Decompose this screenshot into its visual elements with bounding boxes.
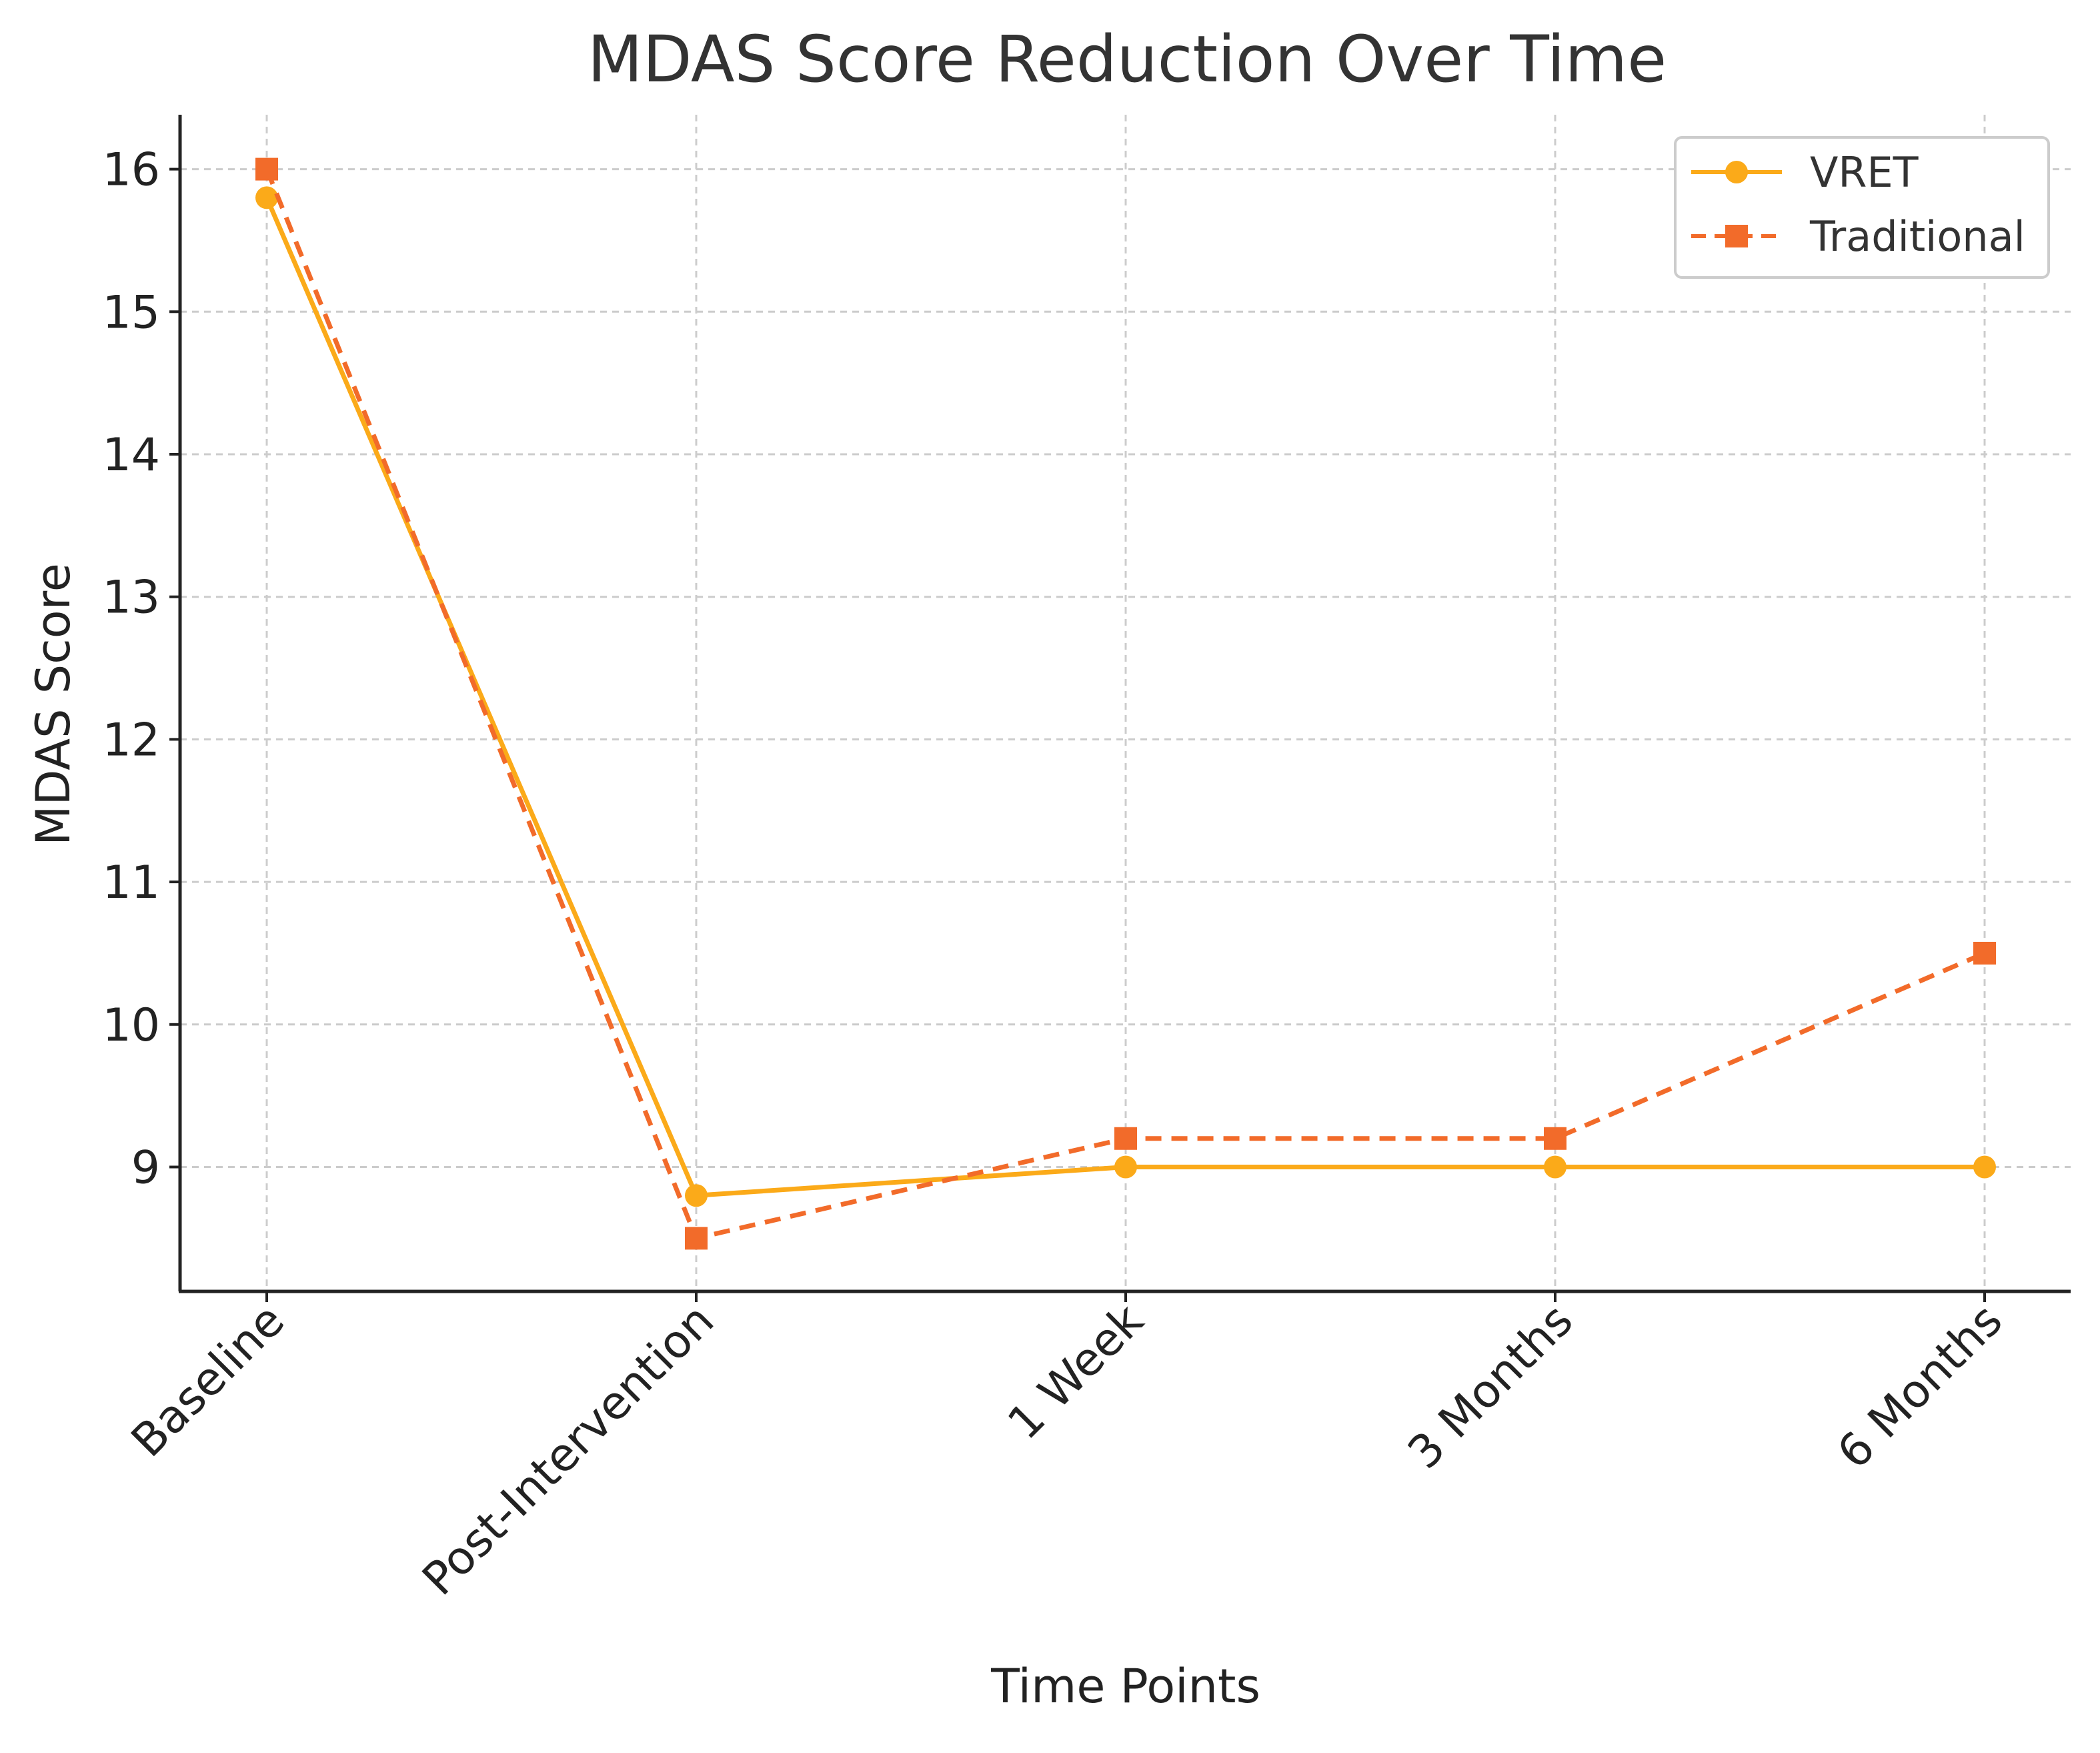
data-point-traditional: [1544, 1127, 1566, 1150]
legend-label-vret: VRET: [1810, 148, 1919, 197]
legend-marker-vret: [1725, 161, 1748, 183]
legend: VRET Traditional: [1674, 136, 2050, 279]
legend-label-traditional: Traditional: [1809, 212, 2025, 261]
data-point-traditional: [255, 157, 278, 181]
data-point-vret: [1544, 1155, 1566, 1179]
chart-title: MDAS Score Reduction Over Time: [588, 22, 1667, 97]
data-point-vret: [1973, 1155, 1996, 1179]
data-point-traditional: [1114, 1127, 1137, 1150]
series-group: [255, 157, 1996, 1250]
y-tick-label: 9: [131, 1142, 160, 1195]
y-tick-label: 15: [102, 286, 160, 339]
y-tick-label: 13: [102, 572, 160, 624]
y-tick-label: 10: [102, 999, 160, 1052]
data-point-vret: [685, 1184, 708, 1207]
data-point-traditional: [685, 1227, 708, 1250]
y-tick-label: 11: [102, 856, 160, 909]
x-axis-label: Time Points: [990, 1659, 1260, 1714]
data-point-traditional: [1973, 941, 1996, 965]
data-point-vret: [1114, 1155, 1137, 1179]
series-vret: [255, 186, 1996, 1207]
series-traditional: [255, 157, 1996, 1250]
legend-marker-traditional: [1725, 225, 1748, 247]
data-point-vret: [255, 186, 278, 209]
y-tick-label: 14: [102, 429, 160, 482]
y-tick-label: 16: [102, 144, 160, 197]
y-tick-label: 12: [102, 714, 160, 766]
y-axis-label: MDAS Score: [26, 563, 81, 846]
